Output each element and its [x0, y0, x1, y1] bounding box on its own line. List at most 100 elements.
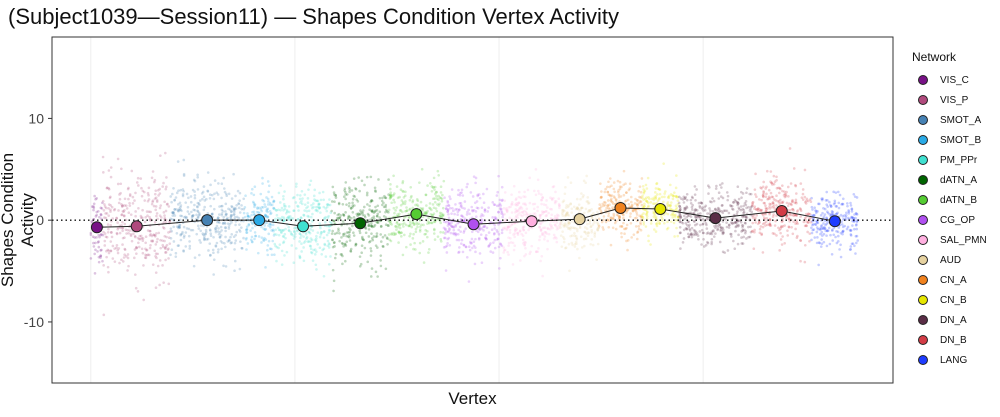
- data-point: [205, 238, 209, 241]
- data-point: [331, 268, 335, 272]
- data-point: [387, 219, 391, 223]
- data-point: [611, 206, 614, 209]
- data-point: [693, 220, 696, 223]
- data-point: [172, 210, 175, 214]
- data-point: [747, 235, 750, 239]
- data-point: [678, 195, 681, 199]
- data-point: [671, 197, 675, 201]
- data-point: [137, 237, 141, 241]
- data-point: [733, 247, 737, 250]
- data-point: [658, 222, 661, 225]
- data-point: [810, 238, 813, 242]
- data-point: [587, 231, 591, 235]
- data-point: [148, 218, 152, 221]
- data-point: [718, 183, 722, 187]
- data-point: [792, 167, 796, 170]
- data-point: [528, 226, 532, 230]
- data-point: [753, 207, 756, 211]
- data-point: [446, 208, 450, 212]
- data-point: [678, 204, 681, 208]
- data-point: [495, 228, 499, 232]
- data-point: [344, 244, 348, 247]
- data-point: [415, 203, 419, 206]
- data-point: [762, 194, 765, 198]
- data-point: [624, 227, 627, 231]
- data-point: [457, 228, 460, 232]
- legend-swatch: [918, 95, 928, 105]
- data-point: [678, 231, 682, 235]
- data-point: [351, 224, 354, 228]
- data-point: [419, 206, 422, 210]
- data-point: [169, 253, 172, 257]
- data-point: [212, 235, 215, 239]
- data-point: [497, 223, 500, 226]
- data-point: [395, 221, 399, 225]
- data-point: [418, 181, 421, 184]
- data-point: [784, 216, 788, 220]
- data-point: [134, 214, 137, 218]
- data-point: [100, 248, 103, 252]
- data-point: [600, 190, 603, 193]
- data-point: [127, 231, 130, 235]
- data-point: [676, 234, 680, 238]
- data-point: [800, 196, 804, 199]
- data-point: [347, 201, 351, 205]
- data-point: [846, 216, 850, 220]
- data-point: [197, 227, 201, 230]
- data-point: [520, 232, 523, 236]
- data-point: [309, 179, 313, 183]
- data-point: [385, 210, 389, 213]
- data-point: [822, 232, 826, 236]
- data-point: [833, 201, 837, 205]
- data-point: [339, 214, 342, 217]
- data-point: [407, 216, 411, 220]
- data-point: [830, 212, 834, 215]
- data-point: [654, 194, 657, 198]
- data-point: [660, 215, 663, 218]
- data-point: [456, 210, 460, 214]
- data-point: [444, 245, 447, 249]
- data-point: [652, 202, 655, 205]
- data-point: [337, 216, 340, 220]
- data-point: [645, 214, 649, 218]
- data-point: [522, 242, 525, 245]
- data-point: [778, 202, 782, 205]
- data-point: [218, 213, 221, 216]
- data-point: [258, 211, 261, 215]
- data-point: [780, 220, 784, 223]
- data-point: [332, 241, 336, 245]
- data-point: [398, 222, 402, 226]
- data-point: [710, 200, 713, 204]
- data-point: [683, 206, 687, 210]
- data-point: [124, 228, 128, 232]
- data-point: [319, 233, 323, 236]
- data-point: [500, 199, 504, 202]
- data-point: [122, 210, 125, 213]
- data-point: [695, 232, 699, 236]
- data-point: [770, 181, 774, 185]
- data-point: [539, 259, 542, 263]
- data-point: [727, 226, 731, 229]
- data-point: [201, 197, 204, 201]
- data-point: [345, 240, 349, 244]
- data-point: [547, 211, 550, 215]
- data-point: [564, 214, 568, 217]
- data-point: [224, 214, 228, 217]
- data-point: [456, 221, 459, 225]
- data-point: [96, 210, 100, 213]
- data-point: [418, 241, 422, 245]
- data-point: [137, 184, 140, 187]
- data-point: [272, 200, 276, 203]
- data-point: [430, 221, 433, 225]
- data-point: [361, 238, 365, 241]
- data-point: [626, 239, 630, 242]
- data-point: [149, 233, 153, 236]
- data-point: [223, 226, 227, 229]
- data-point: [452, 228, 456, 232]
- legend-item-SMOT_A: SMOT_A: [912, 110, 987, 130]
- data-point: [107, 227, 110, 231]
- data-point: [678, 225, 682, 229]
- data-point: [128, 204, 132, 207]
- data-point: [106, 223, 110, 226]
- data-point: [753, 228, 756, 232]
